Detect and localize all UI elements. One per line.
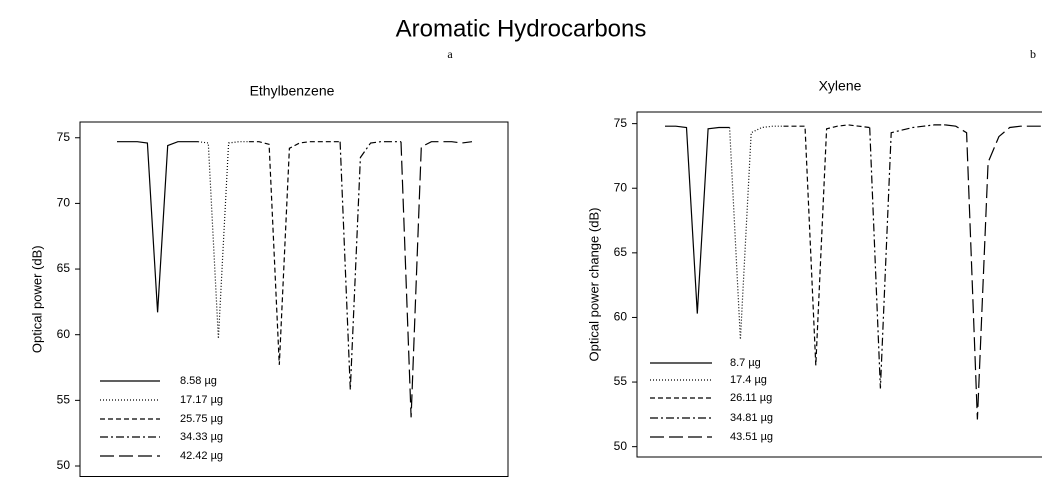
y-tick-label: 60 <box>57 327 71 341</box>
y-tick-label: 75 <box>57 130 71 144</box>
data-line <box>945 124 1042 420</box>
data-line <box>248 141 341 365</box>
data-line <box>198 141 249 339</box>
y-tick-label: 55 <box>57 393 71 407</box>
data-line <box>869 124 946 389</box>
y-tick-label: 75 <box>614 116 628 130</box>
y-axis-label: Optical power change (dB) <box>586 208 601 362</box>
legend-label: 8.7 µg <box>730 357 761 369</box>
data-line <box>729 125 784 340</box>
legend-label: 25.75 µg <box>180 413 223 425</box>
data-line <box>400 141 473 418</box>
legend-label: 34.33 µg <box>180 431 223 443</box>
figure-title: Aromatic Hydrocarbons <box>396 15 647 42</box>
plot-frame <box>636 111 1042 458</box>
y-axis-label: Optical power (dB) <box>29 245 44 353</box>
y-tick-label: 50 <box>57 458 71 472</box>
y-tick-label: 65 <box>614 245 628 259</box>
chart-title: Ethylbenzene <box>250 83 335 99</box>
legend-label: 8.58 µg <box>180 375 217 387</box>
y-tick-label: 50 <box>614 439 628 453</box>
legend-label: 17.17 µg <box>180 394 223 406</box>
y-tick-label: 70 <box>57 196 71 210</box>
legend-label: 42.42 µg <box>180 450 223 462</box>
data-line <box>117 141 199 313</box>
panel-label: a <box>447 47 453 61</box>
legend-label: 26.11 µg <box>730 392 772 404</box>
y-tick-label: 70 <box>614 180 628 194</box>
legend-label: 43.51 µg <box>730 431 773 443</box>
y-tick-label: 55 <box>614 374 628 388</box>
plot-frame <box>79 121 509 477</box>
y-tick-label: 65 <box>57 261 71 275</box>
y-tick-label: 60 <box>614 310 628 324</box>
chart-title: Xylene <box>819 78 862 94</box>
legend-label: 17.4 µg <box>730 374 767 386</box>
data-line <box>339 141 401 390</box>
panel-label: b <box>1030 47 1036 61</box>
data-line <box>783 124 870 366</box>
data-line <box>665 125 730 314</box>
legend-label: 34.81 µg <box>730 412 773 424</box>
